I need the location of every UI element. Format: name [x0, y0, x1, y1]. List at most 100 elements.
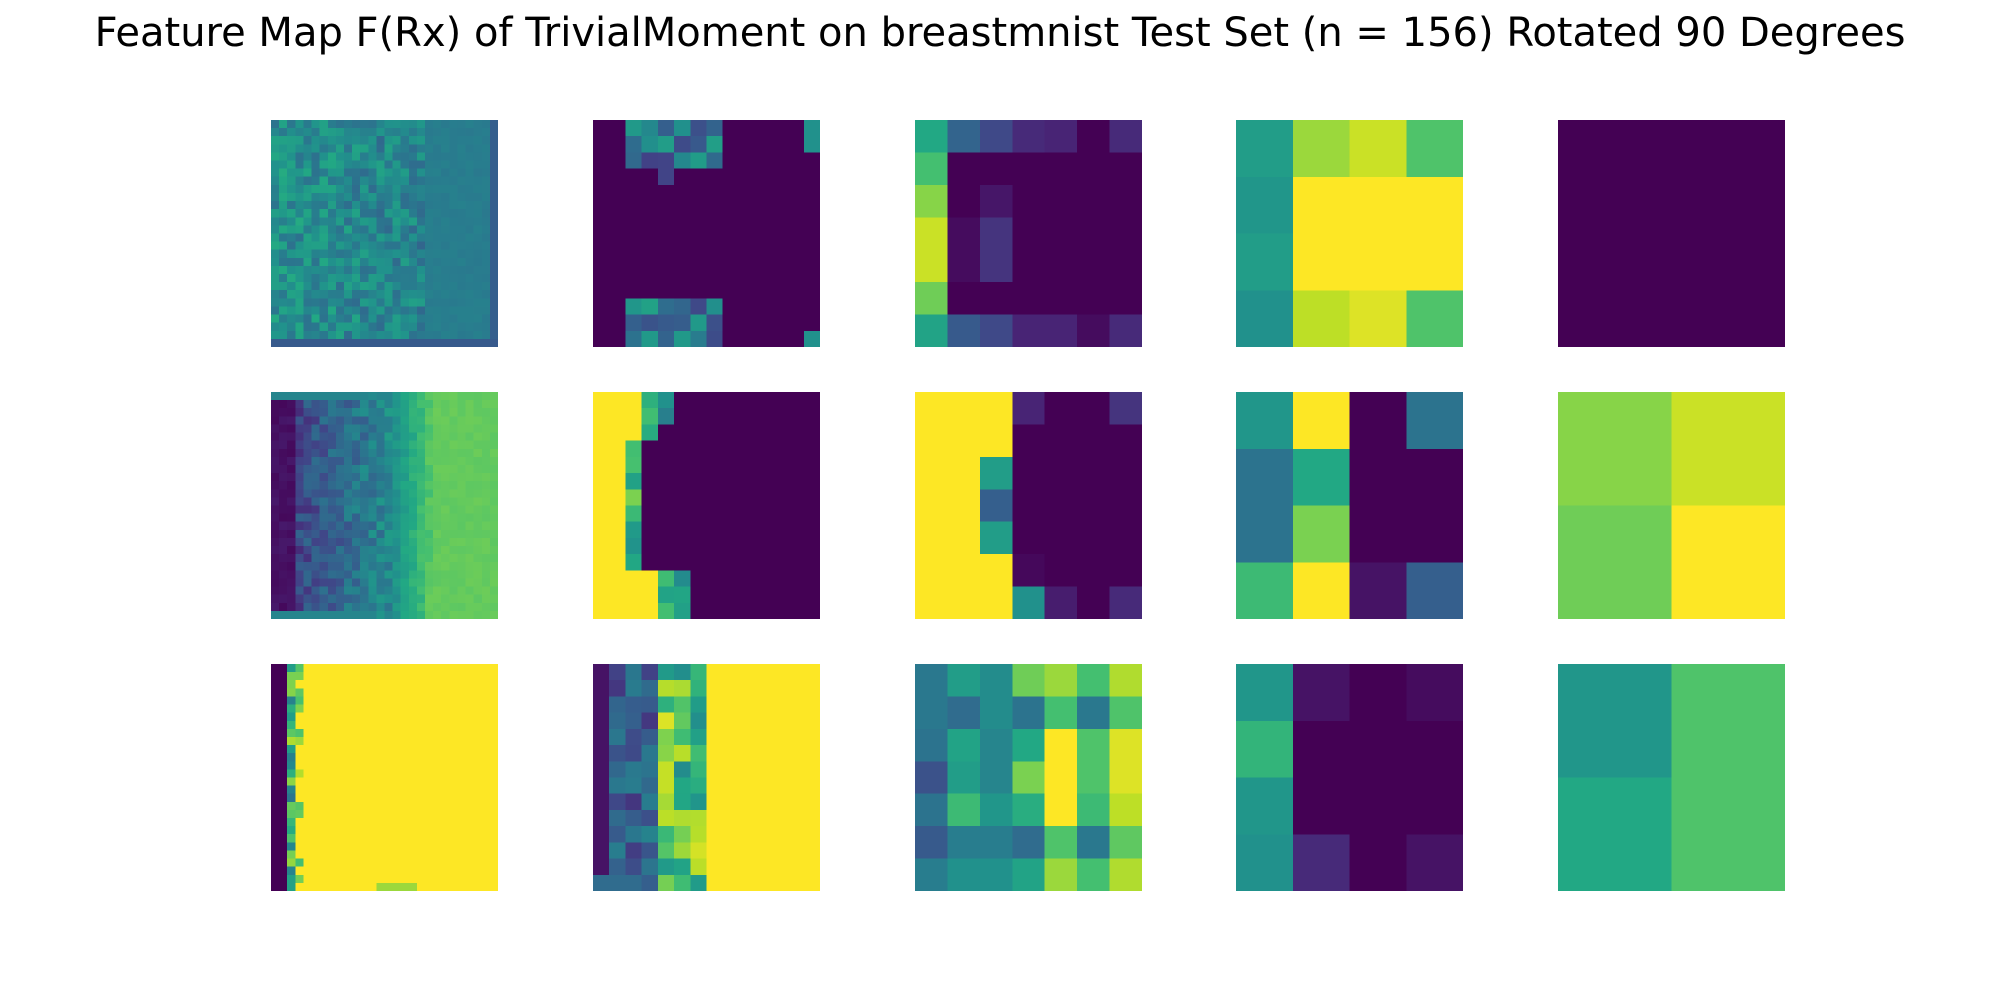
heatmap-cell — [915, 554, 949, 588]
heatmap-cell — [311, 201, 320, 210]
heatmap-cell — [473, 834, 482, 843]
heatmap-cell — [641, 456, 659, 474]
heatmap-cell — [327, 858, 337, 867]
heatmap-cell — [319, 793, 328, 802]
heatmap-cell — [803, 489, 820, 506]
heatmap-cell — [609, 537, 626, 555]
heatmap-cell — [287, 290, 296, 299]
heatmap-cell — [376, 168, 385, 177]
heatmap-cell — [657, 249, 675, 267]
heatmap-cell — [481, 176, 491, 186]
heatmap-cell — [392, 120, 401, 129]
heatmap-cell — [641, 314, 659, 332]
heatmap-cell — [465, 537, 474, 547]
heatmap-cell — [481, 290, 491, 299]
heatmap-cell — [755, 298, 772, 315]
heatmap-cell — [609, 233, 626, 251]
heatmap-cell — [787, 249, 805, 267]
heatmap-cell — [376, 554, 385, 563]
heatmap-cell — [408, 136, 418, 145]
heatmap-cell — [303, 424, 312, 433]
heatmap-cell — [625, 136, 642, 153]
heatmap-cell — [473, 128, 482, 137]
heatmap-cell — [657, 217, 675, 234]
heatmap-cell — [319, 257, 328, 267]
heatmap-cell — [376, 392, 385, 401]
heatmap-cell — [295, 712, 304, 721]
heatmap-cell — [457, 306, 466, 315]
heatmap-cell — [449, 209, 458, 218]
heatmap-cell — [279, 850, 288, 859]
heatmap-cell — [384, 424, 393, 433]
heatmap-cell — [457, 720, 466, 730]
heatmap-cell — [287, 416, 296, 425]
heatmap-cell — [408, 882, 418, 891]
heatmap-cell — [449, 192, 458, 202]
heatmap-cell — [279, 464, 288, 474]
heatmap-cell — [755, 424, 772, 441]
heatmap-cell — [408, 513, 418, 522]
heatmap-cell — [287, 858, 296, 867]
heatmap-cell — [787, 842, 805, 859]
heatmap-cell — [400, 497, 409, 506]
heatmap-cell — [425, 274, 434, 283]
heatmap-cell — [1012, 793, 1046, 827]
heatmap-cell — [641, 521, 659, 539]
heatmap-cell — [392, 801, 401, 811]
heatmap-cell — [771, 728, 788, 746]
heatmap-cell — [295, 144, 304, 153]
heatmap-cell — [457, 225, 466, 234]
heatmap-cell — [408, 728, 418, 738]
heatmap-cell — [457, 664, 466, 673]
heatmap-cell — [271, 184, 280, 194]
heatmap-cell — [392, 225, 401, 234]
heatmap-cell — [489, 720, 498, 730]
heatmap-cell — [657, 602, 675, 619]
heatmap-cell — [416, 562, 426, 571]
heatmap-cell — [674, 424, 691, 441]
heatmap-cell — [449, 392, 458, 401]
heatmap-cell — [352, 664, 361, 673]
heatmap-cell — [1077, 858, 1111, 891]
heatmap-cell — [1077, 826, 1111, 860]
heatmap-cell — [425, 793, 434, 802]
heatmap-cell — [368, 456, 377, 466]
heatmap-cell — [327, 736, 337, 746]
heatmap-cell — [384, 217, 393, 226]
heatmap-cell — [674, 842, 691, 859]
heatmap-cell — [287, 554, 296, 563]
heatmap-cell — [489, 562, 498, 571]
heatmap-cell — [1558, 120, 1674, 236]
feature-map-panel — [915, 120, 1142, 347]
heatmap-cell — [465, 489, 474, 498]
heatmap-cell — [738, 602, 756, 619]
heatmap-cell — [449, 497, 458, 506]
heatmap-cell — [279, 521, 288, 530]
heatmap-cell — [674, 184, 691, 202]
heatmap-cell — [1292, 392, 1351, 450]
heatmap-cell — [771, 136, 788, 153]
heatmap-cell — [392, 696, 401, 705]
heatmap-cell — [392, 290, 401, 299]
heatmap-cell — [408, 562, 418, 571]
heatmap-cell — [392, 392, 401, 401]
heatmap-cell — [416, 416, 426, 425]
heatmap-cell — [384, 594, 393, 603]
heatmap-cell — [771, 120, 788, 137]
heatmap-cell — [755, 392, 772, 409]
heatmap-cell — [771, 777, 788, 795]
heatmap-cell — [376, 144, 385, 153]
heatmap-cell — [392, 432, 401, 441]
heatmap-cell — [352, 440, 361, 449]
heatmap-cell — [303, 120, 312, 129]
heatmap-cell — [319, 586, 328, 595]
heatmap-cell — [376, 513, 385, 522]
heatmap-cell — [641, 201, 659, 218]
heatmap-cell — [473, 192, 482, 202]
heatmap-cell — [384, 265, 393, 275]
heatmap-cell — [449, 298, 458, 307]
heatmap-cell — [481, 432, 491, 441]
heatmap-cell — [641, 392, 659, 409]
heatmap-cell — [319, 736, 328, 746]
heatmap-cell — [674, 136, 691, 153]
